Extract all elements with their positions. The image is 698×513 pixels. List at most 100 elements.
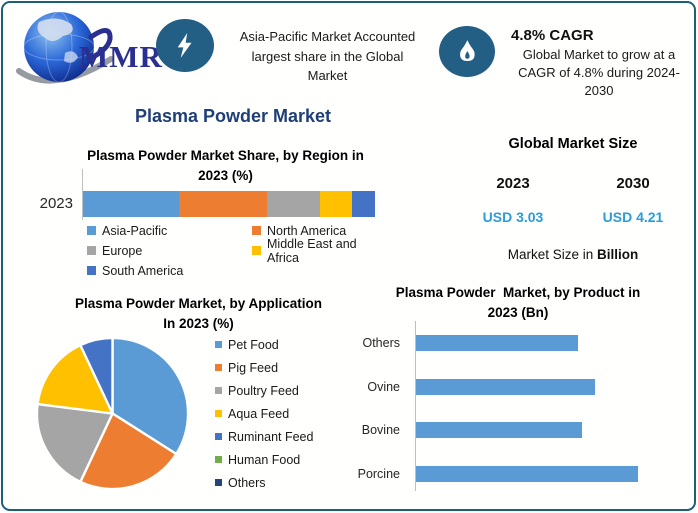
legend-marker-human-food — [215, 456, 222, 463]
bar-others — [416, 334, 578, 351]
share-highlight-line: largest share in the Global — [251, 48, 404, 64]
legend-marker-aqua-feed — [215, 410, 222, 417]
category-label-ovine: Ovine — [367, 379, 400, 394]
category-label-porcine: Porcine — [357, 467, 400, 482]
legend-label-ruminant-feed: Ruminant Feed — [228, 429, 314, 444]
region-legend: Asia-Pacific North America Europe Middle Ea… — [87, 222, 383, 279]
product-bar-row-porcine: Porcine — [343, 452, 693, 496]
cagr-title: 4.8% CAGR — [511, 27, 594, 44]
legend-marker-ruminant-feed — [215, 433, 222, 440]
cagr-text-line: 2030 — [584, 83, 614, 99]
product-bar-rows: Others Ovine Bovine Porcine — [343, 321, 693, 496]
flame-icon — [459, 39, 475, 61]
legend-item-north-america: North America — [252, 222, 383, 239]
legend-label-south-america: South America — [102, 263, 184, 278]
share-highlight-text: Asia-Pacific Market Accounted largest sh… — [225, 27, 430, 86]
legend-label-aqua-feed: Aqua Feed — [228, 406, 290, 421]
legend-marker-north-america — [252, 226, 261, 235]
legend-marker-others — [215, 479, 222, 486]
share-highlight-line: Asia-Pacific Market Accounted — [239, 29, 416, 44]
market-size-year-2030: 2030 — [616, 175, 650, 192]
legend-item-europe: Europe — [87, 242, 252, 259]
cagr-text-line: CAGR of 4.8% during 2024- — [518, 65, 680, 81]
product-axis-line — [415, 321, 416, 491]
legend-item-pet-food: Pet Food — [215, 337, 313, 352]
market-size-caption: Market Size in Billion — [453, 247, 693, 262]
application-chart-title-line: In 2023 (%) — [163, 315, 234, 331]
legend-item-human-food: Human Food — [215, 452, 313, 467]
market-size-title: Global Market Size — [508, 136, 638, 152]
legend-marker-middle-east-and-africa — [252, 246, 261, 255]
legend-item-pig-feed: Pig Feed — [215, 360, 313, 375]
bar-ovine — [416, 378, 596, 395]
region-axis-label: 2023 — [39, 195, 73, 212]
application-pie — [35, 336, 190, 491]
legend-label-middle-east-and-africa: Middle East and Africa — [267, 236, 357, 265]
bar-segment-asia-pacific — [83, 191, 180, 217]
legend-marker-europe — [87, 246, 96, 255]
legend-label-pet-food: Pet Food — [228, 337, 279, 352]
product-bar-row-bovine: Bovine — [343, 409, 693, 453]
product-chart-title-line: Plasma Powder Market, by Product in — [395, 285, 641, 300]
pie-slice-poultry-feed — [35, 402, 114, 484]
legend-marker-south-america — [87, 266, 96, 275]
pie-slice-ruminant-feed — [79, 336, 114, 415]
market-size-caption-prefix: Market Size in — [507, 247, 598, 262]
category-label-bovine: Bovine — [361, 423, 400, 438]
legend-label-poultry-feed: Poultry Feed — [228, 383, 299, 398]
legend-marker-pig-feed — [215, 364, 222, 371]
legend-label-human-food: Human Food — [228, 452, 301, 467]
bar-bovine — [416, 422, 583, 439]
product-chart-title: Plasma Powder Market, by Product in 2023… — [386, 283, 650, 322]
legend-label-north-america: North America — [267, 223, 347, 238]
legend-item-asia-pacific: Asia-Pacific — [87, 222, 252, 239]
region-chart-title-line: Plasma Powder Market Share, by Region in — [87, 148, 364, 163]
pie-slice-aqua-feed — [36, 343, 114, 415]
flame-badge — [439, 26, 495, 77]
bar-segment-north-america — [179, 191, 267, 217]
market-size-value-2023: USD 3.03 — [482, 209, 544, 225]
category-label-others: Others — [362, 335, 400, 350]
legend-item-others: Others — [215, 475, 313, 490]
application-legend: Pet Food Pig Feed Poultry Feed Aqua Feed Rum… — [215, 337, 313, 498]
lightning-badge — [156, 19, 214, 72]
bar-track-porcine — [416, 466, 693, 483]
legend-item-south-america: South America — [87, 262, 252, 279]
legend-marker-asia-pacific — [87, 226, 96, 235]
legend-item-ruminant-feed: Ruminant Feed — [215, 429, 313, 444]
lightning-icon — [177, 33, 192, 58]
bar-track-ovine — [416, 378, 693, 395]
mmr-logo: MMR — [11, 7, 163, 91]
share-highlight-line: Market — [307, 68, 348, 83]
region-chart-title: Plasma Powder Market Share, by Region in… — [78, 146, 373, 185]
legend-label-pig-feed: Pig Feed — [228, 360, 279, 375]
application-chart-title-line: Plasma Powder Market, by Application — [74, 296, 323, 311]
legend-item-poultry-feed: Poultry Feed — [215, 383, 313, 398]
product-bar-row-ovine: Ovine — [343, 365, 693, 409]
legend-label-europe: Europe — [102, 243, 143, 258]
legend-marker-pet-food — [215, 341, 222, 348]
market-size-caption-unit: Billion — [597, 247, 639, 262]
logo-text: MMR — [79, 39, 163, 74]
legend-label-others: Others — [228, 475, 266, 490]
product-bar-row-others: Others — [343, 321, 693, 365]
cagr-text-line: Global Market to grow at a — [522, 47, 676, 62]
cagr-highlight: 4.8% CAGR Global Market to grow at a CAG… — [501, 27, 694, 101]
legend-label-asia-pacific: Asia-Pacific — [102, 223, 168, 238]
legend-marker-poultry-feed — [215, 387, 222, 394]
bar-segment-europe — [266, 191, 320, 217]
market-size-year-2023: 2023 — [496, 175, 530, 192]
region-stacked-bar — [83, 191, 375, 217]
product-chart-title-line: 2023 (Bn) — [487, 304, 549, 320]
bar-track-bovine — [416, 422, 693, 439]
bar-segment-south-america — [351, 191, 375, 217]
legend-item-aqua-feed: Aqua Feed — [215, 406, 313, 421]
region-chart-title-line: 2023 (%) — [198, 167, 253, 183]
globe-icon — [16, 11, 114, 84]
application-chart-title: Plasma Powder Market, by Application In … — [51, 294, 346, 333]
cagr-text: Global Market to grow at a CAGR of 4.8% … — [501, 46, 694, 101]
page-title: Plasma Powder Market — [134, 106, 332, 126]
market-size-value-2030: USD 4.21 — [602, 209, 664, 225]
region-axis-line — [82, 169, 83, 220]
